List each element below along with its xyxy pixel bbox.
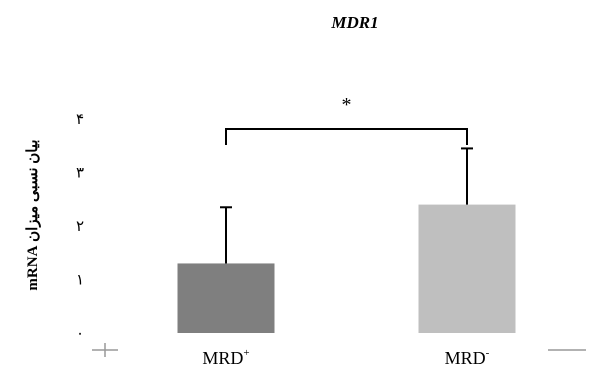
category-text: MRD (445, 348, 486, 368)
category-text: MRD (202, 348, 243, 368)
category-superscript: - (486, 347, 490, 359)
x-category-label: MRD+ (202, 347, 249, 368)
bar (177, 263, 275, 333)
chart-title: MDR1 (330, 13, 378, 32)
y-tick-label: ۱ (76, 273, 84, 289)
significance-line (225, 128, 468, 145)
significance-bracket: * (225, 94, 468, 145)
x-axis-categories: MRD+ MRD- (202, 347, 489, 368)
y-tick-label: ۲ (76, 219, 84, 235)
y-tick-label: ۴ (76, 112, 84, 128)
y-axis-label: بیان نسبی میزان mRNA (25, 139, 41, 290)
y-tick-label: ۳ (76, 166, 84, 182)
y-tick-label: ۰ (76, 326, 84, 342)
category-superscript: + (243, 347, 249, 359)
y-axis-label-text: بیان نسبی میزان mRNA (25, 139, 41, 290)
y-axis-ticks: ۰ ۱ ۲ ۳ ۴ (76, 112, 84, 342)
error-bars (220, 147, 473, 264)
bar (418, 204, 516, 333)
significance-marker: * (342, 94, 352, 116)
bars (177, 204, 516, 333)
x-category-label: MRD- (445, 347, 490, 368)
